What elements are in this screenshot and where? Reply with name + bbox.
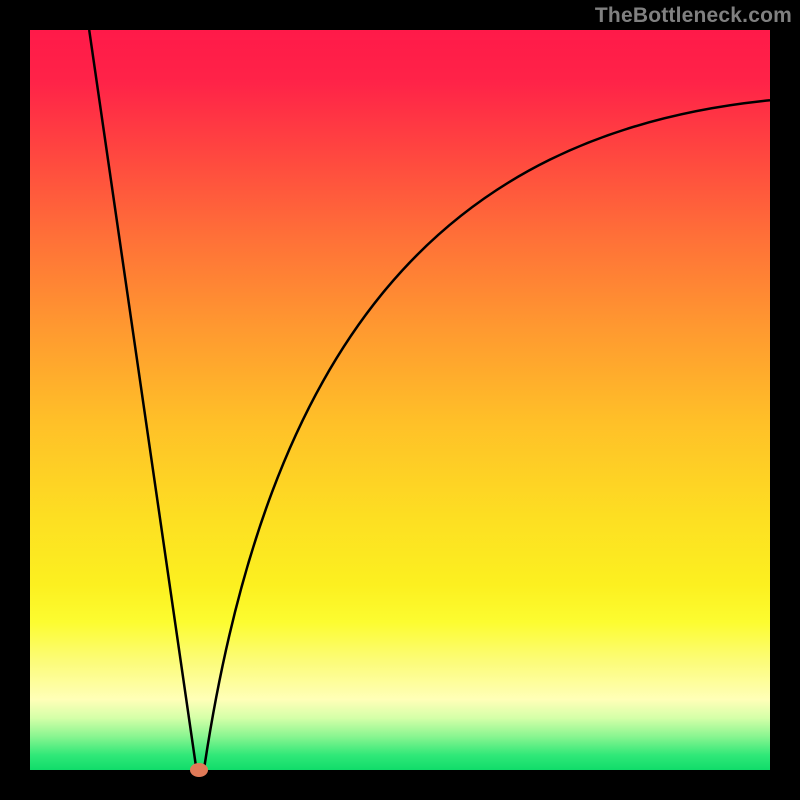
- watermark-text: TheBottleneck.com: [595, 4, 792, 28]
- chart-container: TheBottleneck.com: [0, 0, 800, 800]
- curve-layer: [30, 30, 770, 770]
- curve-right-segment: [204, 100, 770, 770]
- curve-left-segment: [89, 30, 196, 770]
- bottleneck-marker: [190, 763, 208, 777]
- plot-area: [30, 30, 770, 770]
